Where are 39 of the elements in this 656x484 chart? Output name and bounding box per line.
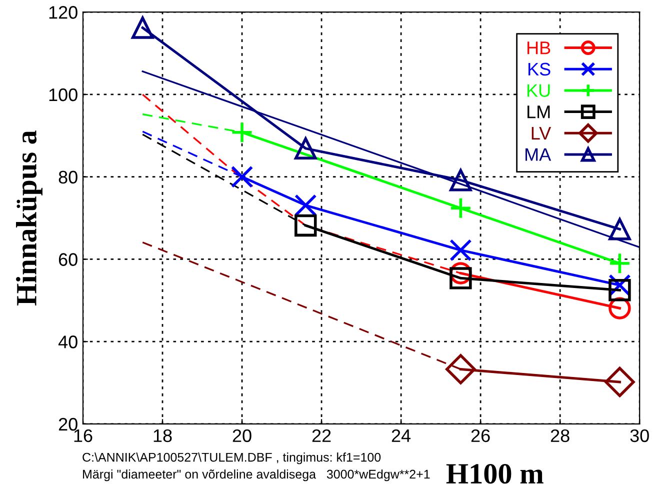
point bbox=[294, 194, 317, 216]
legend-label: MA bbox=[526, 148, 552, 161]
x-tick-label: 18 bbox=[154, 429, 172, 442]
point bbox=[446, 354, 476, 384]
point bbox=[450, 239, 472, 262]
point bbox=[294, 214, 317, 237]
point bbox=[450, 267, 472, 290]
text: C:\ANNIK\AP100527\TULEM.DBF , tingimus: kf1=100 bbox=[82, 452, 381, 464]
point bbox=[230, 166, 254, 188]
point bbox=[608, 279, 631, 302]
y-tick-label: 20 bbox=[58, 418, 78, 431]
legend-label: HB bbox=[528, 42, 550, 54]
y-tick-label: 60 bbox=[58, 253, 78, 266]
legend-label: KU bbox=[528, 84, 550, 97]
text: Märgi "diameeter" on võrdeline avaldisega 3000*wEdgw**2+1 bbox=[83, 469, 430, 482]
point bbox=[608, 252, 631, 274]
x-tick-label: 22 bbox=[312, 429, 331, 442]
point bbox=[294, 137, 317, 160]
y-axis-title: Hinnaküpus a bbox=[16, 130, 42, 306]
x-tick-label: 28 bbox=[550, 429, 570, 442]
y-tick-label: 120 bbox=[49, 6, 78, 19]
x-tick-label: 20 bbox=[232, 429, 252, 442]
point bbox=[450, 169, 472, 192]
point bbox=[132, 16, 154, 39]
legend-label: LM bbox=[528, 106, 550, 118]
y-tick-label: 80 bbox=[58, 170, 78, 184]
point bbox=[608, 218, 631, 240]
legend-label: KS bbox=[528, 62, 550, 76]
x-axis-title: H100 m bbox=[446, 464, 544, 484]
y-tick-label: 40 bbox=[58, 336, 78, 348]
point bbox=[230, 121, 254, 144]
x-tick-label: 16 bbox=[74, 429, 92, 442]
y-tick-label: 100 bbox=[49, 88, 78, 102]
point bbox=[450, 197, 472, 220]
point bbox=[604, 366, 635, 398]
x-tick-label: 30 bbox=[630, 429, 649, 442]
x-tick-label: 24 bbox=[392, 429, 411, 442]
legend-label: LV bbox=[532, 127, 552, 140]
x-tick-label: 26 bbox=[471, 429, 490, 442]
